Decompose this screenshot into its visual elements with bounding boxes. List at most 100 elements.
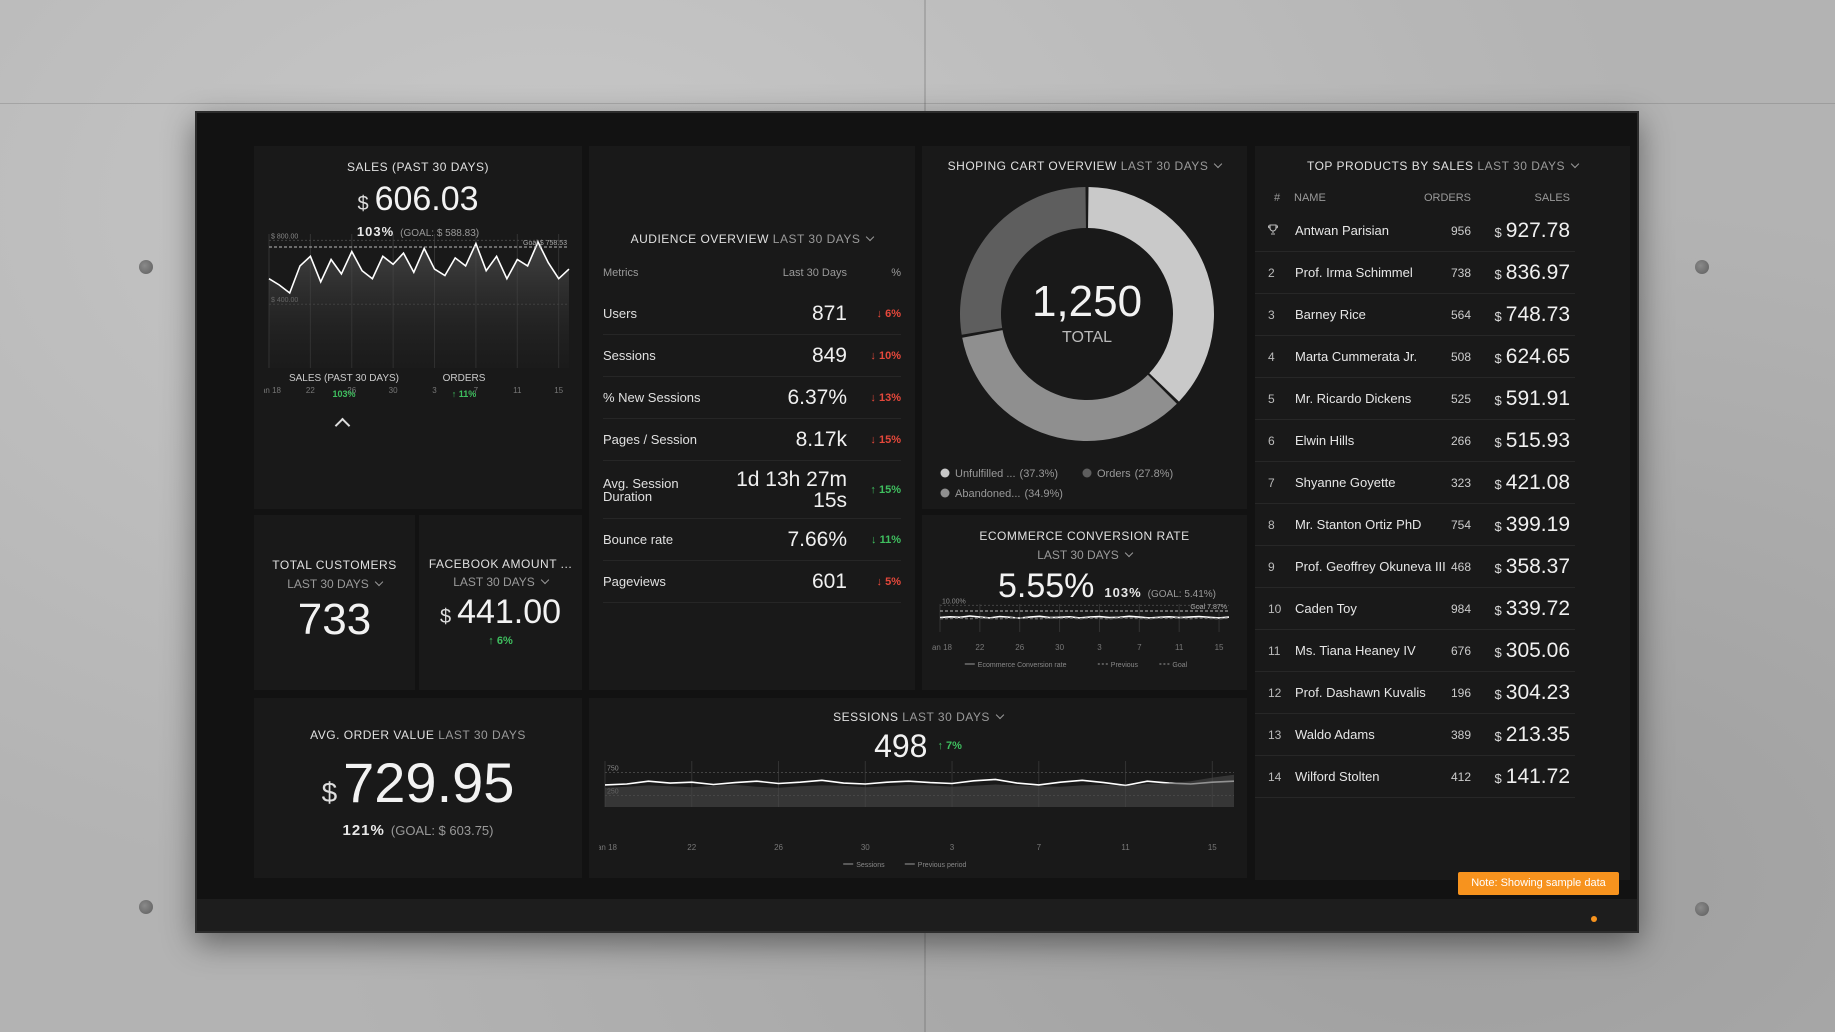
sales-value: 141.72	[1505, 764, 1570, 788]
trophy-icon	[1267, 223, 1279, 235]
orders: 525	[1450, 391, 1471, 406]
sales: $927.78	[1471, 219, 1570, 243]
product-row: 5 Mr. Ricardo Dickens 525 $591.91	[1255, 378, 1575, 420]
x-tick-label: 15	[1208, 843, 1217, 852]
legend-label: Previous period	[918, 862, 967, 869]
amount: $729.95	[254, 750, 582, 815]
metric-change: ↓ 5%	[876, 575, 901, 588]
sales: $141.72	[1471, 765, 1570, 789]
currency: $	[1494, 770, 1502, 786]
rank: 4	[1268, 349, 1275, 364]
metric-value: 8.17k	[795, 428, 847, 451]
x-tick-label: 7	[474, 386, 479, 395]
metric-change: ↓ 13%	[870, 391, 901, 404]
metric-change: ↓ 10%	[870, 349, 901, 362]
goal-label: Goal 7.87%	[1190, 604, 1227, 611]
y-tick-label: $ 800.00	[271, 233, 298, 240]
product-name: Antwan Parisian	[1295, 222, 1389, 238]
x-tick-label: 11	[513, 386, 522, 395]
period-label: LAST 30 DAYS	[287, 577, 369, 591]
orders: 676	[1450, 643, 1471, 658]
sample-note: Note: Showing sample data	[1458, 872, 1619, 895]
rate: 5.55% 103% (GOAL: 5.41%)	[998, 567, 1216, 606]
ecommerce-widget: ECOMMERCE CONVERSION RATE LAST 30 DAYS 5…	[922, 515, 1247, 690]
legend-dot	[940, 488, 950, 498]
legend-label: Previous	[1111, 662, 1139, 669]
currency: $	[1494, 728, 1502, 744]
sales: $591.91	[1471, 387, 1570, 411]
chevron[interactable]	[540, 575, 550, 585]
bottom-bar	[197, 899, 1637, 931]
value: 441.00	[457, 593, 562, 631]
metric-row: Users 871 ↓ 6%	[603, 293, 901, 335]
orders: 389	[1450, 727, 1471, 742]
legend-percent: (37.3%)	[1020, 468, 1059, 480]
legend-label: Goal	[1172, 662, 1187, 669]
area	[269, 242, 569, 368]
metric-name: Bounce rate	[603, 532, 674, 547]
product-row: 8 Mr. Stanton Ortiz PhD 754 $399.19	[1255, 504, 1575, 546]
widget-title: ECOMMERCE CONVERSION RATE	[979, 529, 1190, 543]
chevron[interactable]	[866, 232, 875, 242]
value: 5.55%	[998, 567, 1095, 605]
legend-percent: (27.8%)	[1135, 468, 1174, 480]
x-tick-label: 22	[687, 843, 696, 852]
period: LAST 30 DAYS	[1477, 159, 1565, 173]
product-row: 14 Wilford Stolten 412 $141.72	[1255, 756, 1575, 798]
metric-value: 1d 13h 27m 15s	[736, 467, 847, 512]
legend-name: Orders	[1097, 468, 1131, 480]
x-tick-label: 3	[432, 386, 437, 395]
sales-value: 213.35	[1505, 722, 1570, 746]
x-tick-label: 26	[1015, 643, 1024, 652]
rank: 7	[1268, 475, 1275, 490]
product-name: Caden Toy	[1295, 600, 1357, 616]
chevron[interactable]	[1124, 548, 1134, 558]
product-name: Prof. Dashawn Kuvalis	[1295, 684, 1426, 700]
donut-total: 1,250	[1032, 277, 1142, 326]
donut-segment	[962, 330, 1177, 442]
metric-value: 601	[811, 570, 847, 593]
title: TOP PRODUCTS BY SALES	[1306, 159, 1474, 173]
status-dot	[1591, 916, 1597, 922]
percent: 121%	[342, 822, 385, 839]
metric-row: Sessions 849 ↓ 10%	[603, 335, 901, 377]
header: Metrics	[603, 267, 639, 279]
header: Last 30 Days	[782, 267, 847, 279]
percent: 103%	[356, 224, 395, 239]
sales: $421.08	[1471, 471, 1570, 495]
orders: 468	[1450, 559, 1471, 574]
x-tick-label: 15	[1215, 643, 1224, 652]
chevron[interactable]	[374, 577, 384, 587]
rank: 11	[1268, 643, 1281, 658]
tab-label: SALES (PAST 30 DAYS)	[288, 373, 400, 384]
donut-total-label: TOTAL	[1062, 329, 1112, 346]
sales-value: 305.06	[1505, 638, 1570, 662]
currency: $	[357, 193, 369, 215]
widget-title: AVG. ORDER VALUE LAST 30 DAYS	[254, 728, 582, 742]
chevron[interactable]	[995, 710, 1005, 720]
facebook-widget: FACEBOOK AMOUNT ... LAST 30 DAYS $441.00…	[419, 515, 582, 690]
product-name: Ms. Tiana Heaney IV	[1295, 642, 1416, 658]
title: AUDIENCE OVERVIEW	[630, 232, 769, 246]
sales: $624.65	[1471, 345, 1570, 369]
legend-dot	[940, 468, 950, 478]
chevron[interactable]	[1570, 159, 1580, 169]
metric-name: Avg. Session Duration	[603, 475, 679, 504]
currency: $	[1494, 560, 1502, 576]
goal-line: 121% (GOAL: $ 603.75)	[254, 822, 582, 840]
period: LAST 30 DAYS	[902, 710, 990, 724]
header: NAME	[1294, 192, 1326, 204]
rank: 3	[1268, 307, 1275, 322]
product-row: Antwan Parisian 956 $927.78	[1255, 210, 1575, 252]
orders: 323	[1450, 475, 1471, 490]
wall-bolt	[139, 260, 153, 274]
metric-row: Pageviews 601 ↓ 5%	[603, 561, 901, 603]
product-row: 13 Waldo Adams 389 $213.35	[1255, 714, 1575, 756]
product-row: 10 Caden Toy 984 $339.72	[1255, 588, 1575, 630]
metric-change: ↑ 15%	[870, 483, 901, 496]
product-row: 12 Prof. Dashawn Kuvalis 196 $304.23	[1255, 672, 1575, 714]
metric-row: Pages / Session 8.17k ↓ 15%	[603, 419, 901, 461]
legend-label: Sessions	[856, 862, 885, 869]
product-name: Wilford Stolten	[1295, 768, 1380, 784]
x-tick-label: 26	[347, 386, 356, 395]
